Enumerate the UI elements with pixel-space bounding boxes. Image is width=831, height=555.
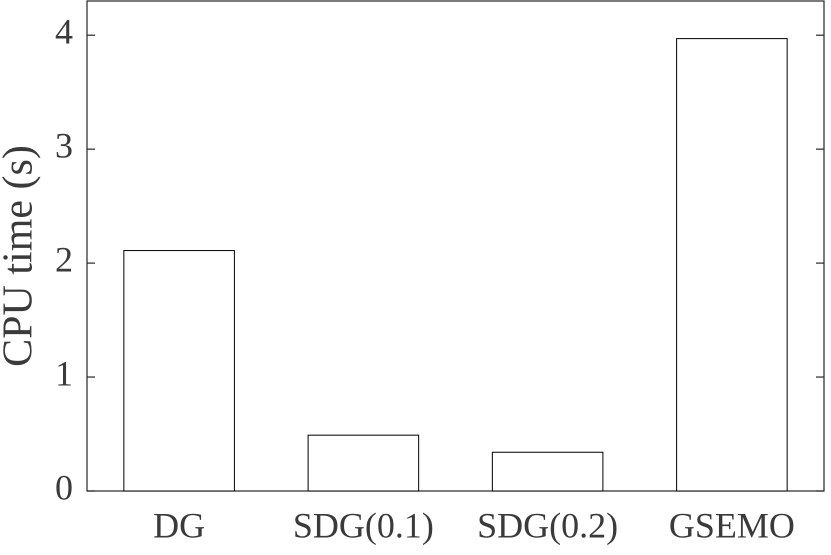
x-tick-label: SDG(0.2)	[477, 505, 618, 545]
y-tick-label: 0	[55, 467, 73, 507]
bar	[676, 38, 788, 492]
bar	[123, 250, 235, 492]
x-tick-label: DG	[153, 505, 205, 545]
y-tick-label: 3	[55, 125, 73, 165]
y-axis-label: CPU time (s)	[0, 145, 42, 367]
plot-frame	[86, 0, 825, 492]
bar	[491, 451, 604, 492]
x-tick-label: GSEMO	[669, 505, 795, 545]
y-tick-label: 4	[55, 11, 73, 51]
bar	[307, 434, 420, 492]
y-tick-label: 2	[55, 239, 73, 279]
x-tick-label: SDG(0.1)	[293, 505, 434, 545]
y-tick-label: 1	[55, 353, 73, 393]
